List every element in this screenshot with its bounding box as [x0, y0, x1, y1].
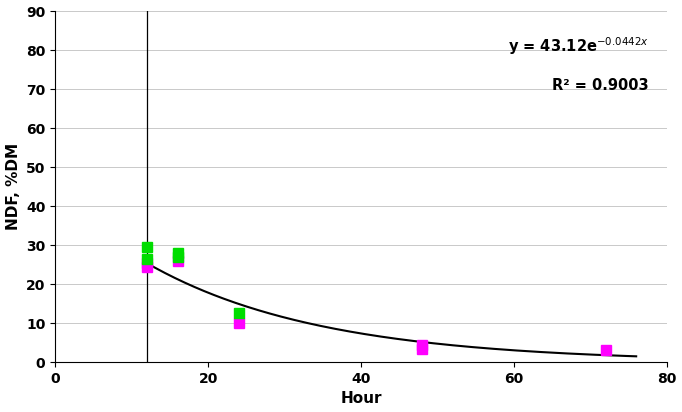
X-axis label: Hour: Hour	[340, 391, 382, 407]
Text: R² = 0.9003: R² = 0.9003	[552, 78, 649, 93]
Y-axis label: NDF, %DM: NDF, %DM	[5, 143, 20, 230]
Text: y = 43.12e$^{-0.0442x}$: y = 43.12e$^{-0.0442x}$	[507, 35, 649, 57]
